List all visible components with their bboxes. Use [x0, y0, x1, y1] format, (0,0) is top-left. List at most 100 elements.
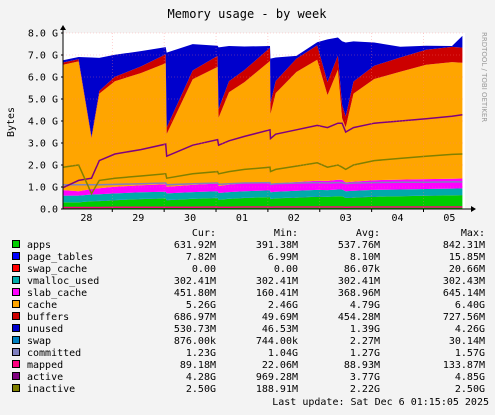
legend-swatch: [12, 384, 20, 392]
legend-swatch: [12, 276, 20, 284]
legend-max: 133.87M: [442, 360, 485, 371]
legend-min: 22.06M: [261, 360, 298, 371]
y-tick-label: 5.0 G: [28, 95, 58, 106]
legend-cur: 2.50G: [185, 384, 216, 395]
y-tick-label: 1.0 G: [28, 183, 58, 194]
legend-avg: 86.07k: [343, 264, 380, 275]
legend-swatch: [12, 336, 20, 344]
legend-row-slab-cache: slab_cache 451.80M 160.41M 368.96M 645.14M: [10, 288, 488, 300]
x-tick-label: 04: [392, 213, 404, 224]
legend-swatch: [12, 264, 20, 272]
legend-row-page-tables: page_tables 7.82M 6.99M 8.10M 15.85M: [10, 252, 488, 264]
legend-avg: 368.96M: [337, 288, 380, 299]
legend-name: swap_cache: [27, 264, 88, 275]
legend-header-avg: Avg:: [355, 228, 380, 239]
y-tick-label: 6.0 G: [28, 73, 58, 84]
legend-max: 645.14M: [442, 288, 485, 299]
legend-header: Cur: Min: Avg: Max:: [10, 228, 488, 240]
legend-cur: 7.82M: [185, 252, 216, 263]
x-tick-label: 30: [184, 213, 196, 224]
legend-swatch: [12, 324, 20, 332]
legend-max: 1.57G: [454, 348, 485, 359]
area-apps: [63, 195, 463, 209]
legend-max: 727.56M: [442, 312, 485, 323]
line-active: [62, 114, 463, 189]
legend-row-cache: cache 5.26G 2.46G 4.79G 6.40G: [10, 300, 488, 312]
y-tick-label: 7.0 G: [28, 51, 58, 62]
legend-cur: 89.18M: [179, 360, 216, 371]
legend-name: slab_cache: [27, 288, 88, 299]
legend-min: 2.46G: [267, 300, 298, 311]
legend-swatch: [12, 360, 20, 368]
legend-cur: 4.28G: [185, 372, 216, 383]
legend-cur: 876.00k: [173, 336, 216, 347]
legend-name: active: [27, 372, 64, 383]
legend-max: 6.40G: [454, 300, 485, 311]
x-tick-label: 01: [236, 213, 248, 224]
legend-min: 1.04G: [267, 348, 298, 359]
legend-rows: apps 631.92M 391.38M 537.76M 842.31M page_tab…: [10, 240, 488, 396]
legend-min: 188.91M: [255, 384, 298, 395]
area-vmalloc-used: [63, 188, 463, 203]
line-committed: [63, 181, 463, 186]
legend-cur: 1.23G: [185, 348, 216, 359]
legend-avg: 1.39G: [349, 324, 380, 335]
legend-row-inactive: inactive 2.50G 188.91M 2.22G 2.50G: [10, 384, 488, 396]
y-axis-label: Bytes: [6, 107, 17, 137]
area-cache: [63, 59, 463, 192]
legend-name: inactive: [27, 384, 76, 395]
legend-row-swap-cache: swap_cache 0.00 0.00 86.07k 20.66M: [10, 264, 488, 276]
legend-name: committed: [27, 348, 82, 359]
legend-avg: 88.93M: [343, 360, 380, 371]
x-tick-label: 28: [80, 213, 92, 224]
x-axis-arrow: [471, 206, 476, 212]
line-inactive: [62, 153, 463, 196]
legend-max: 4.85G: [454, 372, 485, 383]
legend-row-active: active 4.28G 969.28M 3.77G 4.85G: [10, 372, 488, 384]
legend-min: 0.00: [273, 264, 298, 275]
legend-cur: 302.41M: [173, 276, 216, 287]
legend-row-apps: apps 631.92M 391.38M 537.76M 842.31M: [10, 240, 488, 252]
legend-name: apps: [27, 240, 52, 251]
last-update: Last update: Sat Dec 6 01:15:05 2025: [272, 397, 489, 408]
legend-row-mapped: mapped 89.18M 22.06M 88.93M 133.87M: [10, 360, 488, 372]
legend-name: vmalloc_used: [27, 276, 100, 287]
legend-avg: 1.27G: [349, 348, 380, 359]
legend-swatch: [12, 348, 20, 356]
legend-cur: 5.26G: [185, 300, 216, 311]
legend-avg: 3.77G: [349, 372, 380, 383]
legend-name: unused: [27, 324, 64, 335]
chart-title: Memory usage - by week: [168, 7, 328, 21]
x-tick-label: 05: [443, 213, 455, 224]
legend-name: buffers: [27, 312, 70, 323]
legend-cur: 451.80M: [173, 288, 216, 299]
y-tick-label: 8.0 G: [28, 29, 58, 40]
legend-min: 46.53M: [261, 324, 298, 335]
legend-header-cur: Cur:: [191, 228, 216, 239]
legend-row-committed: committed 1.23G 1.04G 1.27G 1.57G: [10, 348, 488, 360]
legend-header-min: Min:: [273, 228, 298, 239]
legend-avg: 2.27M: [349, 336, 380, 347]
legend-cur: 0.00: [191, 264, 216, 275]
legend-name: swap: [27, 336, 52, 347]
legend-swatch: [12, 288, 20, 296]
area-unused: [63, 35, 463, 137]
area-page-tables: [63, 195, 463, 203]
x-tick-label: 03: [340, 213, 352, 224]
y-tick-label: 4.0 G: [28, 117, 58, 128]
legend-avg: 537.76M: [337, 240, 380, 251]
legend-swatch: [12, 372, 20, 380]
x-ticks: 28 29 30 01 02 03 04 05: [80, 209, 455, 224]
line-mapped: [63, 206, 463, 209]
legend-min: 391.38M: [255, 240, 298, 251]
y-tick-label: 3.0 G: [28, 139, 58, 150]
legend-max: 4.26G: [454, 324, 485, 335]
legend-min: 49.69M: [261, 312, 298, 323]
legend-avg: 4.79G: [349, 300, 380, 311]
line-series: [62, 114, 463, 209]
legend: Cur: Min: Avg: Max: apps 631.92M 391.38M 53…: [10, 228, 488, 396]
y-ticks: 0.0 1.0 G 2.0 G 3.0 G 4.0 G 5.0 G 6.0 G 7.0 G 8.…: [28, 29, 63, 216]
legend-row-vmalloc-used: vmalloc_used 302.41M 302.41M 302.41M 302.43M: [10, 276, 488, 288]
legend-avg: 302.41M: [337, 276, 380, 287]
